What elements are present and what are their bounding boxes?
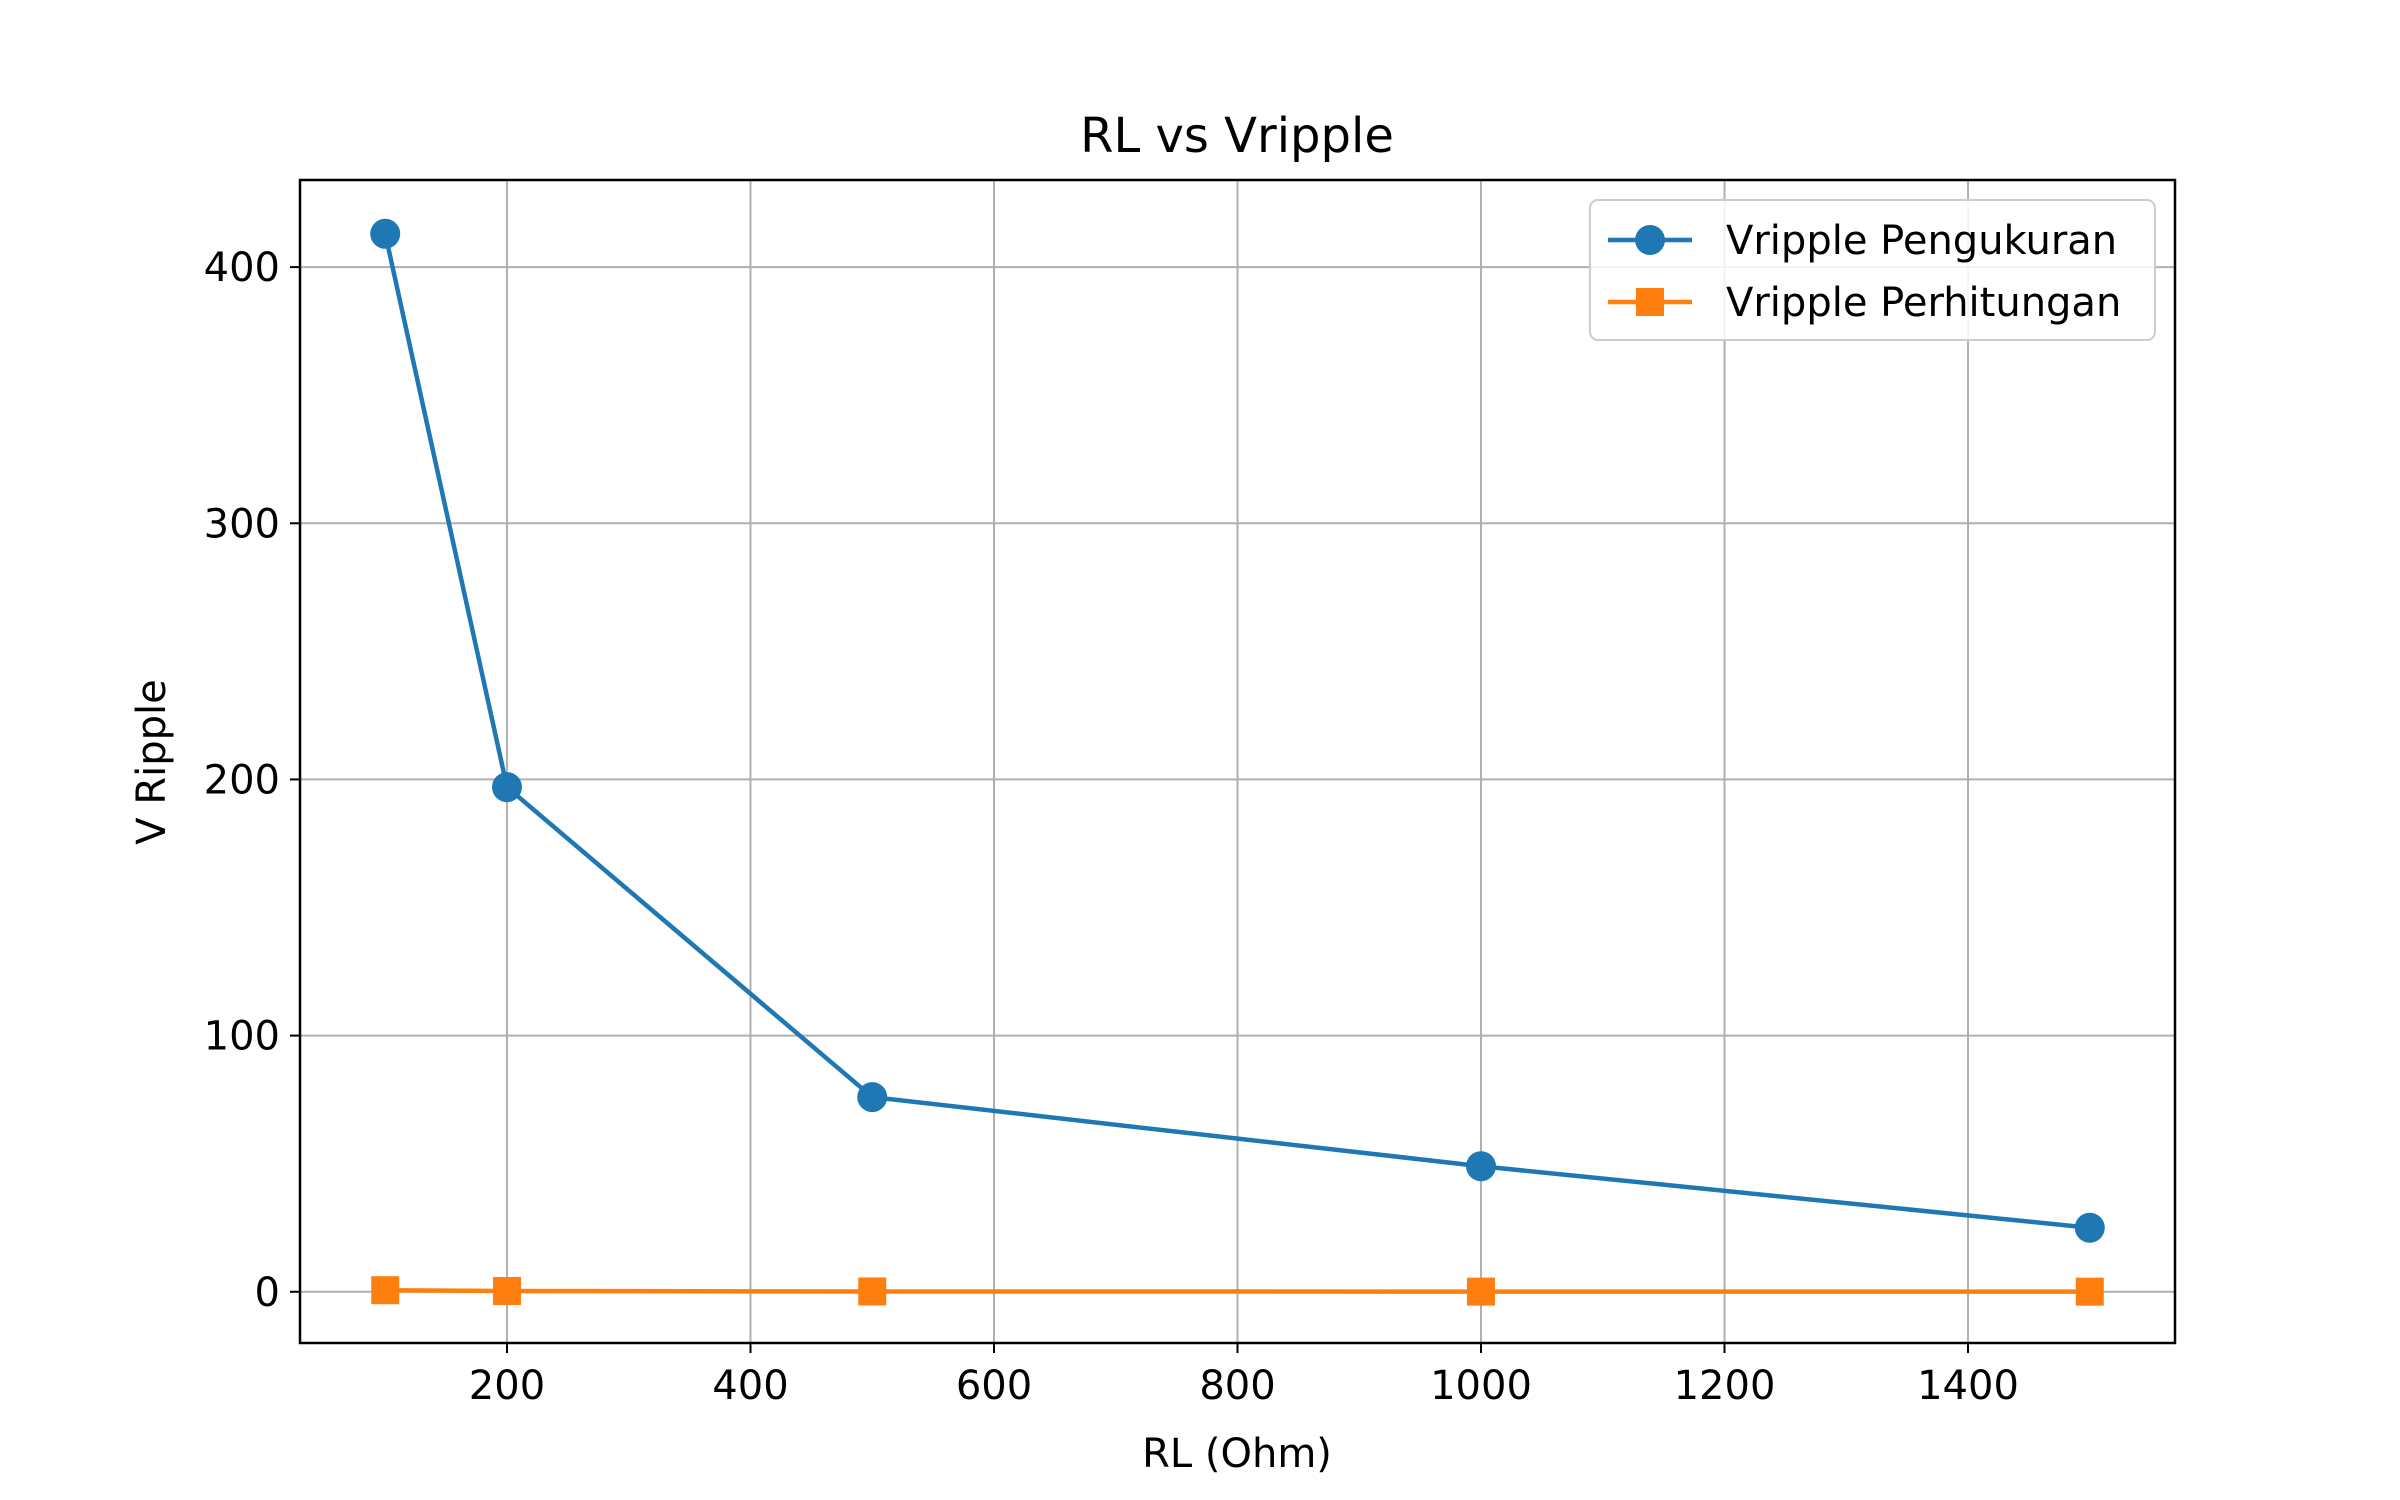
data-point-square — [492, 1276, 521, 1305]
axis-ticks: 200 400 600 800 1000 1200 1400 0 100 200 300 400 — [204, 245, 2019, 1409]
x-tick-label: 800 — [1199, 1363, 1275, 1409]
legend-entries: Vripple Pengukuran Vripple Perhitungan — [1608, 218, 2121, 326]
y-tick-label: 400 — [204, 245, 280, 291]
series-line-2 — [385, 1287, 2090, 1294]
legend-marker-circle — [1635, 225, 1665, 255]
series-markers — [370, 218, 2105, 1306]
y-tick-label: 100 — [204, 1014, 280, 1060]
x-tick-label: 1000 — [1430, 1363, 1532, 1409]
chart-title: RL vs Vripple — [1080, 108, 1394, 164]
legend-label: Vripple Pengukuran — [1726, 218, 2117, 264]
data-point-circle — [1466, 1151, 1497, 1182]
data-point-square — [858, 1277, 887, 1306]
legend: Vripple Pengukuran Vripple Perhitungan — [1589, 199, 2156, 341]
data-point-circle — [857, 1082, 888, 1113]
data-point-circle — [2074, 1212, 2105, 1243]
y-axis-label: V Ripple — [129, 679, 175, 845]
x-tick-label: 200 — [469, 1363, 545, 1409]
legend-label: Vripple Perhitungan — [1726, 280, 2121, 326]
data-point-circle — [491, 772, 522, 803]
x-tick-label: 1400 — [1917, 1363, 2019, 1409]
data-point-square — [371, 1276, 400, 1305]
data-point-square — [2075, 1277, 2104, 1306]
data-point-circle — [370, 218, 401, 249]
legend-marker-square — [1636, 288, 1664, 316]
y-tick-label: 0 — [255, 1270, 280, 1316]
data-point-square — [1467, 1277, 1496, 1306]
y-tick-label: 200 — [204, 757, 280, 803]
x-axis-label: RL (Ohm) — [1142, 1431, 1332, 1477]
x-tick-label: 600 — [956, 1363, 1032, 1409]
x-tick-label: 1200 — [1674, 1363, 1776, 1409]
x-tick-label: 400 — [712, 1363, 788, 1409]
legend-box — [1589, 199, 2156, 341]
y-tick-label: 300 — [204, 501, 280, 547]
